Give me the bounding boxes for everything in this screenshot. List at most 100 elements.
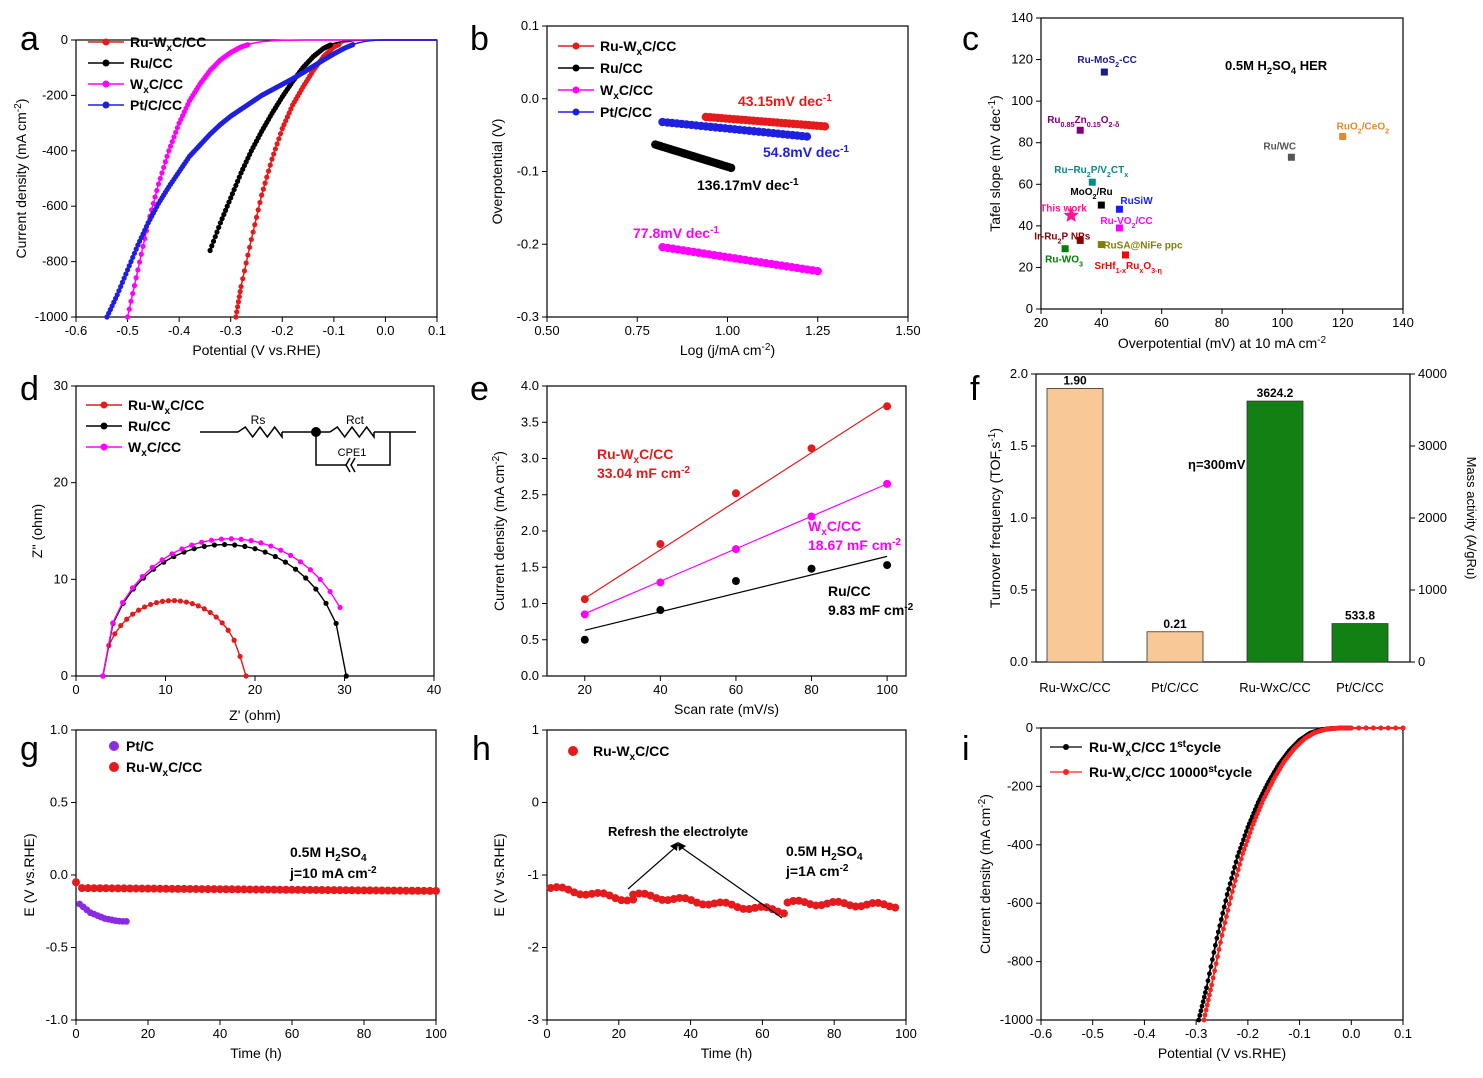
data-point [210, 238, 217, 244]
data-point [1232, 864, 1237, 870]
data-point [1226, 901, 1232, 907]
x-tick-label: 100 [895, 1026, 917, 1041]
data-point [324, 886, 332, 895]
legend-marker [102, 59, 110, 67]
legend-text: Ru-WxC/CC 10000stcycle [1089, 764, 1252, 784]
data-point [161, 164, 167, 171]
x-tick-label: -0.4 [1133, 1026, 1155, 1041]
wire [357, 432, 391, 466]
data-point [1210, 975, 1216, 981]
annotation: 0.5M H2SO4 [290, 844, 367, 864]
bar [1146, 631, 1204, 663]
data-point [414, 886, 422, 895]
data-point [1393, 725, 1399, 731]
data-point [891, 903, 900, 912]
panel-g: 0 20 40 60 80 100 -1.0 -0.5 0.0 0.5 1.0 Time (h) E (… [21, 722, 447, 1061]
x-tick-label: 20 [612, 1026, 626, 1041]
y-tick-label: -0.1 [517, 164, 539, 179]
data-point [1356, 725, 1362, 731]
data-point [883, 402, 892, 411]
data-point [130, 290, 136, 297]
data-point [1243, 842, 1249, 848]
y-tick-label: -3 [527, 1012, 539, 1027]
y-tick-label: 120 [1011, 52, 1033, 67]
data-point [153, 600, 160, 606]
data-point [110, 620, 116, 626]
data-point [237, 289, 243, 295]
data-point [656, 578, 665, 587]
category-label: Pt/C/CC [1336, 680, 1384, 695]
data-point [218, 536, 225, 542]
data-point [189, 542, 195, 548]
data-point [118, 622, 124, 629]
data-point [1378, 725, 1384, 731]
data-point [807, 564, 816, 573]
data-point [240, 885, 248, 894]
data-point [152, 194, 158, 200]
panel-b: 0.50 0.75 1.00 1.25 1.50 -0.3 -0.2 -0.1 0.0 0.1 Lo… [489, 18, 921, 358]
y-tick-label: 30 [54, 378, 68, 393]
capacitance-value: 33.04 mF cm-2 [597, 465, 690, 481]
data-point [1211, 950, 1217, 955]
capacitance-value: 18.67 mF cm-2 [808, 537, 901, 553]
data-point [177, 598, 184, 604]
data-point [166, 148, 172, 154]
data-point [236, 174, 242, 180]
y-tick-label: 1.0 [521, 596, 539, 611]
data-point [282, 885, 290, 894]
panel-letter: d [20, 370, 39, 408]
x-tick-label: 0 [72, 682, 79, 697]
slope-annotation: 54.8mV dec-1 [763, 144, 849, 160]
y2-axis-title: Mass activity (A/gRu) [1464, 457, 1479, 580]
data-point [348, 886, 356, 895]
data-point [242, 543, 248, 549]
data-point [1204, 1002, 1210, 1008]
slope-annotation: 43.15mV dec-1 [738, 93, 832, 109]
data-point [260, 186, 266, 192]
data-point [228, 536, 234, 542]
data-point [1217, 923, 1223, 929]
data-point [1227, 881, 1233, 886]
data-point [1207, 992, 1212, 998]
data-point [807, 444, 816, 453]
panel-i: -0.6 -0.5 -0.4 -0.3 -0.2 -0.1 0.0 0.1 -1000 -800 -… [977, 720, 1412, 1061]
point-label: Ru0.85Zn0.15O2-δ [1047, 115, 1120, 129]
y-tick-label: 0.5 [1010, 582, 1028, 597]
data-point [207, 609, 213, 616]
data-point [617, 896, 626, 905]
panel-a: -0.6 -0.5 -0.4 -0.3 -0.2 -0.1 0.0 0.1 -1000 -800 -… [13, 32, 446, 358]
data-point [132, 884, 140, 893]
data-point [1207, 971, 1212, 977]
data-point [243, 673, 249, 679]
y-tick-label: 1.0 [1010, 510, 1028, 525]
legend-marker [100, 401, 108, 409]
data-point [126, 884, 134, 893]
data-point [102, 884, 110, 893]
data-point [587, 889, 596, 898]
data-point [420, 886, 428, 895]
point-label: RuSiW [1120, 196, 1153, 207]
data-point [1238, 856, 1244, 862]
y-tick-label: -600 [1007, 895, 1033, 910]
y-tick-label: 0 [1026, 720, 1033, 735]
data-point [169, 551, 175, 557]
data-point [1241, 846, 1247, 852]
data-point [1214, 935, 1220, 941]
x-tick-label: 80 [827, 1026, 841, 1041]
data-point [1076, 126, 1084, 134]
y-axis-title: Current density (mA cm-2) [977, 794, 993, 954]
data-point [120, 884, 128, 893]
data-point [96, 884, 104, 893]
data-point [1224, 914, 1229, 919]
data-point [384, 886, 392, 895]
annotation: j=1A cm-2 [785, 863, 849, 879]
data-point [1221, 904, 1227, 910]
data-point [183, 599, 189, 605]
data-point [1230, 870, 1236, 876]
data-point [623, 896, 632, 905]
y-tick-label: -800 [1007, 954, 1033, 969]
data-point [1208, 987, 1213, 993]
data-point [140, 243, 146, 249]
data-point [164, 153, 170, 159]
category-label: Ru-WxC/CC [1039, 680, 1111, 695]
